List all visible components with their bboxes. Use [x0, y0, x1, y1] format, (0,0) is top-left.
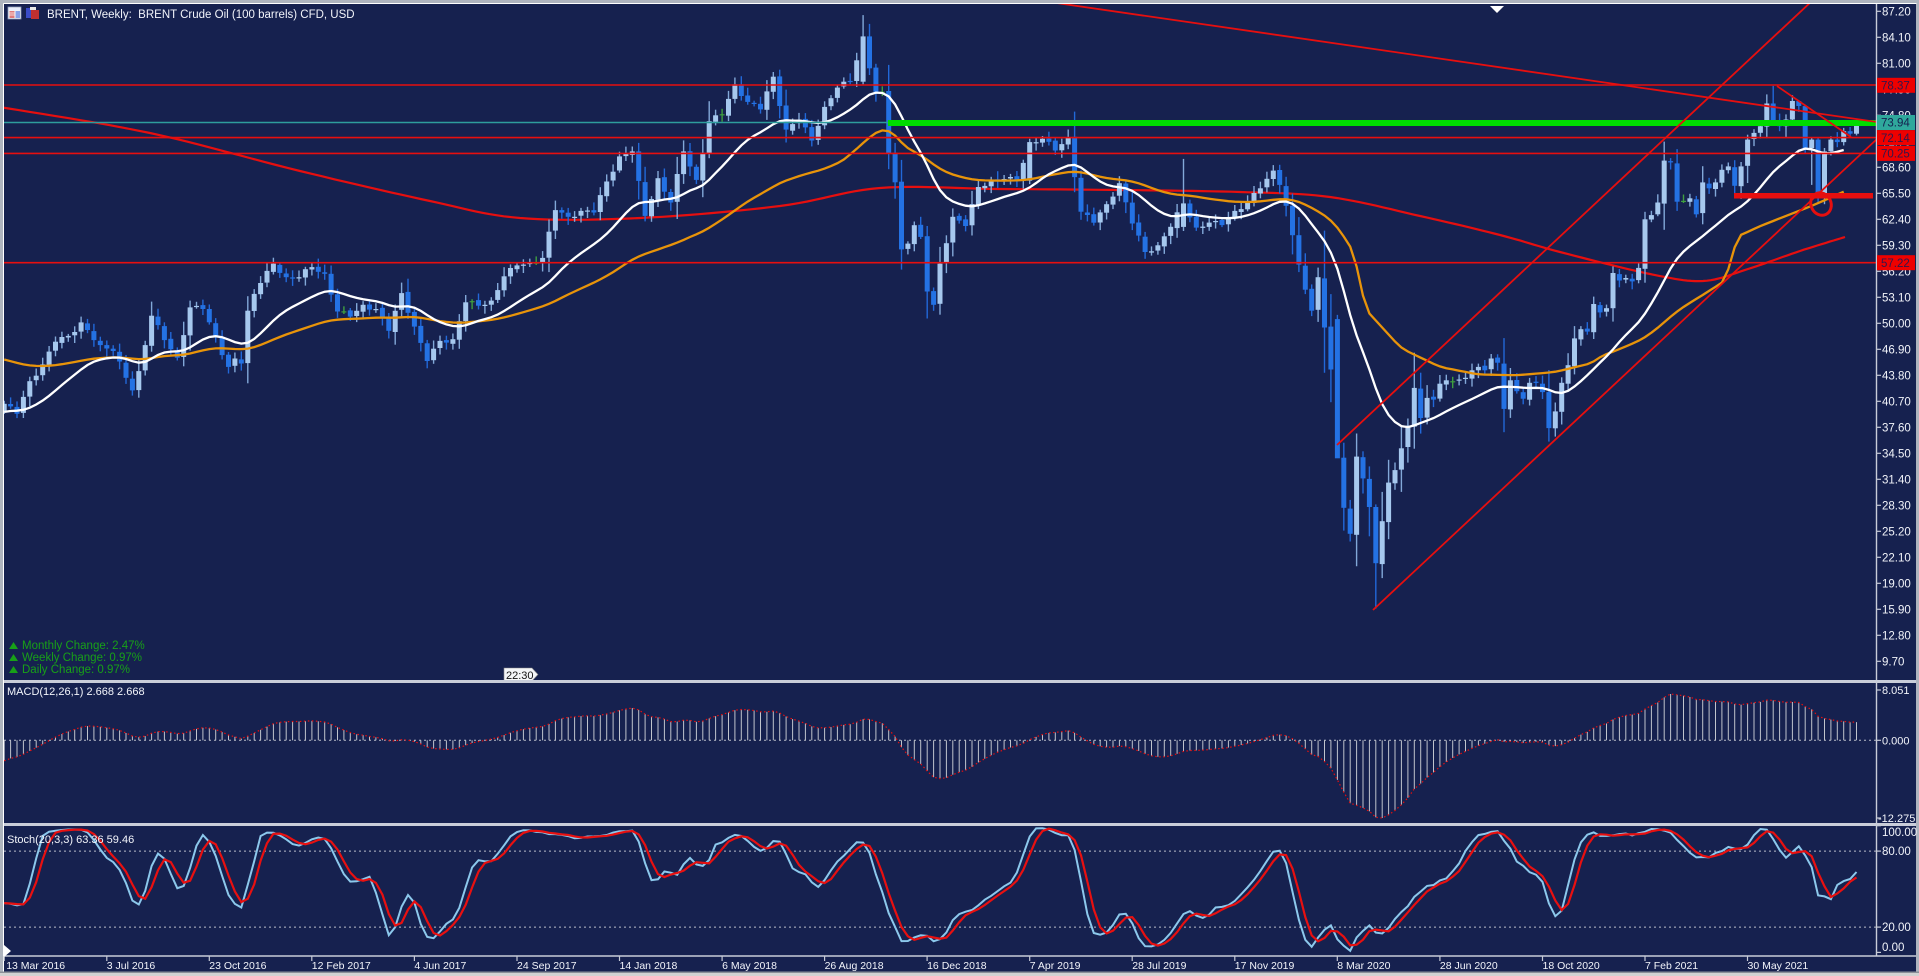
- svg-text:70.25: 70.25: [1881, 149, 1910, 161]
- svg-text:7 Apr 2019: 7 Apr 2019: [1030, 960, 1081, 972]
- svg-text:23 Oct 2016: 23 Oct 2016: [209, 960, 266, 972]
- svg-text:Weekly Change: 0.97%: Weekly Change: 0.97%: [22, 652, 142, 664]
- svg-text:26 Aug 2018: 26 Aug 2018: [825, 960, 884, 972]
- svg-text:14 Jan 2018: 14 Jan 2018: [620, 960, 678, 972]
- svg-text:28 Jun 2020: 28 Jun 2020: [1440, 960, 1498, 972]
- svg-text:37.60: 37.60: [1882, 422, 1911, 434]
- svg-text:22:30: 22:30: [506, 670, 534, 682]
- svg-text:81.00: 81.00: [1882, 58, 1911, 70]
- svg-text:50.00: 50.00: [1882, 318, 1911, 330]
- svg-text:15.90: 15.90: [1882, 604, 1911, 616]
- svg-text:Stoch(20,3,3) 63.36 59.46: Stoch(20,3,3) 63.36 59.46: [7, 834, 134, 846]
- svg-text:87.20: 87.20: [1882, 6, 1911, 18]
- svg-text:80.00: 80.00: [1882, 846, 1911, 858]
- svg-text:0.000: 0.000: [1882, 735, 1910, 747]
- svg-text:19.00: 19.00: [1882, 578, 1911, 590]
- svg-text:12.80: 12.80: [1882, 630, 1911, 642]
- svg-text:28.30: 28.30: [1882, 500, 1911, 512]
- svg-text:57.22: 57.22: [1881, 258, 1910, 270]
- svg-text:31.40: 31.40: [1882, 474, 1911, 486]
- svg-text:30 May 2021: 30 May 2021: [1748, 960, 1809, 972]
- svg-text:65.50: 65.50: [1882, 188, 1911, 200]
- svg-text:24 Sep 2017: 24 Sep 2017: [517, 960, 577, 972]
- svg-text:7 Feb 2021: 7 Feb 2021: [1645, 960, 1698, 972]
- svg-text:-12.275: -12.275: [1878, 813, 1915, 825]
- svg-text:68.60: 68.60: [1882, 162, 1911, 174]
- svg-text:46.90: 46.90: [1882, 344, 1911, 356]
- svg-text:Daily Change: 0.97%: Daily Change: 0.97%: [22, 664, 130, 676]
- svg-text:40.70: 40.70: [1882, 396, 1911, 408]
- svg-text:0.00: 0.00: [1882, 942, 1904, 954]
- svg-text:8.051: 8.051: [1882, 685, 1910, 697]
- svg-text:6 May 2018: 6 May 2018: [722, 960, 777, 972]
- svg-text:Monthly Change: 2.47%: Monthly Change: 2.47%: [22, 640, 145, 652]
- svg-text:MACD(12,26,1) 2.668 2.668: MACD(12,26,1) 2.668 2.668: [7, 686, 145, 698]
- svg-text:18 Oct 2020: 18 Oct 2020: [1543, 960, 1600, 972]
- svg-text:43.80: 43.80: [1882, 370, 1911, 382]
- svg-text:22.10: 22.10: [1882, 552, 1911, 564]
- svg-text:28 Jul 2019: 28 Jul 2019: [1132, 960, 1186, 972]
- svg-text:20.00: 20.00: [1882, 922, 1911, 934]
- svg-text:59.30: 59.30: [1882, 240, 1911, 252]
- svg-text:34.50: 34.50: [1882, 448, 1911, 460]
- svg-text:3 Jul 2016: 3 Jul 2016: [107, 960, 156, 972]
- svg-text:73.94: 73.94: [1881, 118, 1910, 130]
- svg-text:BRENT, Weekly: BRENT Crude Oi: BRENT, Weekly: BRENT Crude Oil (100 barr…: [47, 9, 355, 21]
- svg-text:84.10: 84.10: [1882, 32, 1911, 44]
- svg-text:4 Jun 2017: 4 Jun 2017: [414, 960, 466, 972]
- svg-text:100.00: 100.00: [1882, 827, 1917, 839]
- svg-text:8 Mar 2020: 8 Mar 2020: [1337, 960, 1390, 972]
- svg-text:17 Nov 2019: 17 Nov 2019: [1235, 960, 1295, 972]
- svg-text:12 Feb 2017: 12 Feb 2017: [312, 960, 371, 972]
- svg-text:72.14: 72.14: [1881, 133, 1910, 145]
- svg-text:62.40: 62.40: [1882, 214, 1911, 226]
- svg-text:13 Mar 2016: 13 Mar 2016: [6, 960, 65, 972]
- svg-text:78.37: 78.37: [1881, 81, 1910, 93]
- svg-text:53.10: 53.10: [1882, 292, 1911, 304]
- svg-text:9.70: 9.70: [1882, 656, 1904, 668]
- svg-text:16 Dec 2018: 16 Dec 2018: [927, 960, 987, 972]
- svg-text:25.20: 25.20: [1882, 526, 1911, 538]
